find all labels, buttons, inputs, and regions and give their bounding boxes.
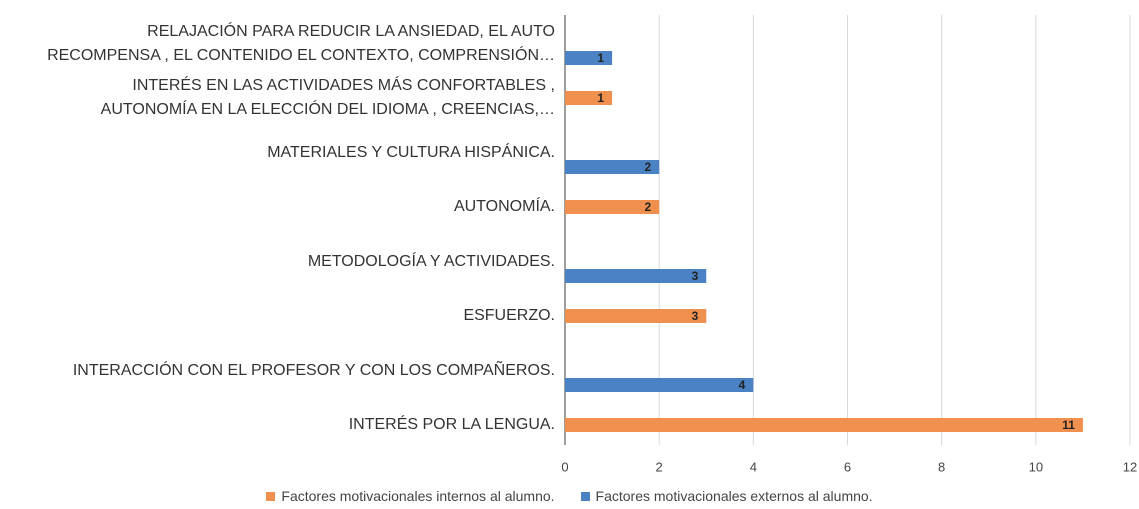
legend-item: Factores motivacionales externos al alum… bbox=[580, 488, 873, 504]
bar bbox=[565, 91, 613, 105]
x-tick-label: 10 bbox=[1029, 459, 1043, 474]
category-label: INTERÉS EN LAS ACTIVIDADES MÁS CONFORTAB… bbox=[100, 77, 555, 118]
bar bbox=[565, 378, 754, 392]
bar bbox=[565, 418, 1083, 432]
legend-swatch bbox=[580, 491, 590, 501]
bar bbox=[565, 269, 707, 283]
x-tick-label: 0 bbox=[561, 459, 568, 474]
data-label: 3 bbox=[692, 269, 699, 283]
data-label: 2 bbox=[644, 200, 651, 214]
legend-label: Factores motivacionales internos al alum… bbox=[281, 488, 555, 504]
x-tick-label: 2 bbox=[656, 459, 663, 474]
category-label: AUTONOMÍA. bbox=[453, 198, 555, 215]
bar bbox=[565, 309, 707, 323]
x-tick-label: 12 bbox=[1123, 459, 1137, 474]
legend-item: Factores motivacionales internos al alum… bbox=[266, 488, 555, 504]
x-tick-label: 8 bbox=[938, 459, 945, 474]
category-label: INTERACCIÓN CON EL PROFESOR Y CON LOS CO… bbox=[72, 362, 555, 379]
legend-label: Factores motivacionales externos al alum… bbox=[595, 488, 873, 504]
data-label: 11 bbox=[1062, 418, 1075, 432]
category-label: RELAJACIÓN PARA REDUCIR LA ANSIEDAD, EL … bbox=[47, 23, 555, 64]
x-tick-label: 4 bbox=[750, 459, 757, 474]
category-label: INTERÉS POR LA LENGUA. bbox=[348, 416, 555, 433]
data-label: 3 bbox=[692, 309, 699, 323]
x-tick-label: 6 bbox=[844, 459, 851, 474]
legend: Factores motivacionales internos al alum… bbox=[0, 488, 1139, 504]
legend-swatch bbox=[266, 491, 276, 501]
data-label: 1 bbox=[597, 91, 604, 105]
category-label: METODOLOGÍA Y ACTIVIDADES. bbox=[307, 253, 555, 270]
data-label: 1 bbox=[597, 51, 604, 65]
bar bbox=[565, 200, 660, 214]
data-label: 4 bbox=[739, 378, 746, 392]
category-label: ESFUERZO. bbox=[463, 307, 555, 324]
data-label: 2 bbox=[644, 160, 651, 174]
bar bbox=[565, 160, 660, 174]
category-label: MATERIALES Y CULTURA HISPÁNICA. bbox=[267, 144, 555, 161]
bar bbox=[565, 51, 613, 65]
